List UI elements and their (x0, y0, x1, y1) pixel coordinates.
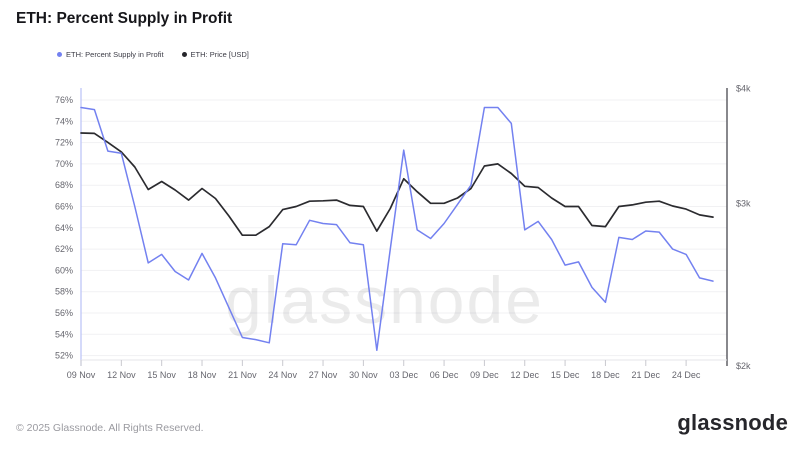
chart-canvas[interactable]: glassnode 76% 74% 72% 70% 68% 66% 64% 62% 60% 58%… (0, 75, 800, 405)
svg-text:12 Nov: 12 Nov (107, 370, 136, 380)
legend-item-supply[interactable]: ETH: Percent Supply in Profit (57, 50, 164, 59)
svg-text:52%: 52% (55, 351, 73, 361)
svg-text:18 Nov: 18 Nov (188, 370, 217, 380)
svg-text:56%: 56% (55, 308, 73, 318)
svg-text:27 Nov: 27 Nov (309, 370, 338, 380)
watermark: glassnode (225, 263, 544, 337)
legend-label-price: ETH: Price [USD] (190, 50, 249, 59)
gridlines (81, 99, 727, 357)
svg-text:09 Dec: 09 Dec (470, 370, 499, 380)
svg-text:15 Dec: 15 Dec (551, 370, 580, 380)
svg-text:18 Dec: 18 Dec (591, 370, 620, 380)
legend-label-supply: ETH: Percent Supply in Profit (66, 50, 164, 59)
x-axis-labels: 09 Nov 12 Nov 15 Nov 18 Nov 21 Nov 24 Nov 27 N… (67, 370, 701, 380)
chart-area: glassnode 76% 74% 72% 70% 68% 66% 64% 62% 60% 58%… (0, 75, 800, 405)
svg-text:70%: 70% (55, 159, 73, 169)
svg-text:$4k: $4k (736, 83, 751, 93)
glassnode-logo: glassnode (677, 410, 788, 435)
copyright-text: © 2025 Glassnode. All Rights Reserved. (16, 422, 204, 434)
svg-text:76%: 76% (55, 95, 73, 105)
svg-text:$3k: $3k (736, 199, 751, 209)
svg-text:24 Nov: 24 Nov (268, 370, 297, 380)
legend-item-price[interactable]: ETH: Price [USD] (181, 50, 249, 59)
svg-text:12 Dec: 12 Dec (510, 370, 539, 380)
svg-text:15 Nov: 15 Nov (147, 370, 176, 380)
legend-dot-price-icon (181, 52, 187, 57)
svg-text:68%: 68% (55, 180, 73, 190)
price-line (80, 132, 714, 237)
svg-text:03 Dec: 03 Dec (389, 370, 418, 380)
svg-text:09 Nov: 09 Nov (67, 370, 96, 380)
svg-text:06 Dec: 06 Dec (430, 370, 459, 380)
svg-text:72%: 72% (55, 138, 73, 148)
legend: ETH: Percent Supply in Profit ETH: Price… (57, 50, 249, 59)
svg-text:54%: 54% (55, 329, 73, 339)
supply-line (80, 106, 714, 352)
svg-text:74%: 74% (55, 116, 73, 126)
svg-text:58%: 58% (55, 287, 73, 297)
svg-text:60%: 60% (55, 265, 73, 275)
y-axis-left-labels: 76% 74% 72% 70% 68% 66% 64% 62% 60% 58% 56% 54% 52% (55, 95, 73, 361)
legend-dot-supply-icon (57, 52, 62, 57)
svg-text:64%: 64% (55, 223, 73, 233)
svg-text:21 Nov: 21 Nov (228, 370, 257, 380)
svg-text:$2k: $2k (736, 361, 751, 371)
axis-lines (80, 88, 728, 366)
svg-text:24 Dec: 24 Dec (672, 370, 701, 380)
svg-text:30 Nov: 30 Nov (349, 370, 378, 380)
svg-text:62%: 62% (55, 244, 73, 254)
y-axis-right-labels: $4k $3k $2k (736, 83, 751, 371)
page-title: ETH: Percent Supply in Profit (16, 10, 233, 27)
svg-text:66%: 66% (55, 202, 73, 212)
svg-text:21 Dec: 21 Dec (632, 370, 661, 380)
